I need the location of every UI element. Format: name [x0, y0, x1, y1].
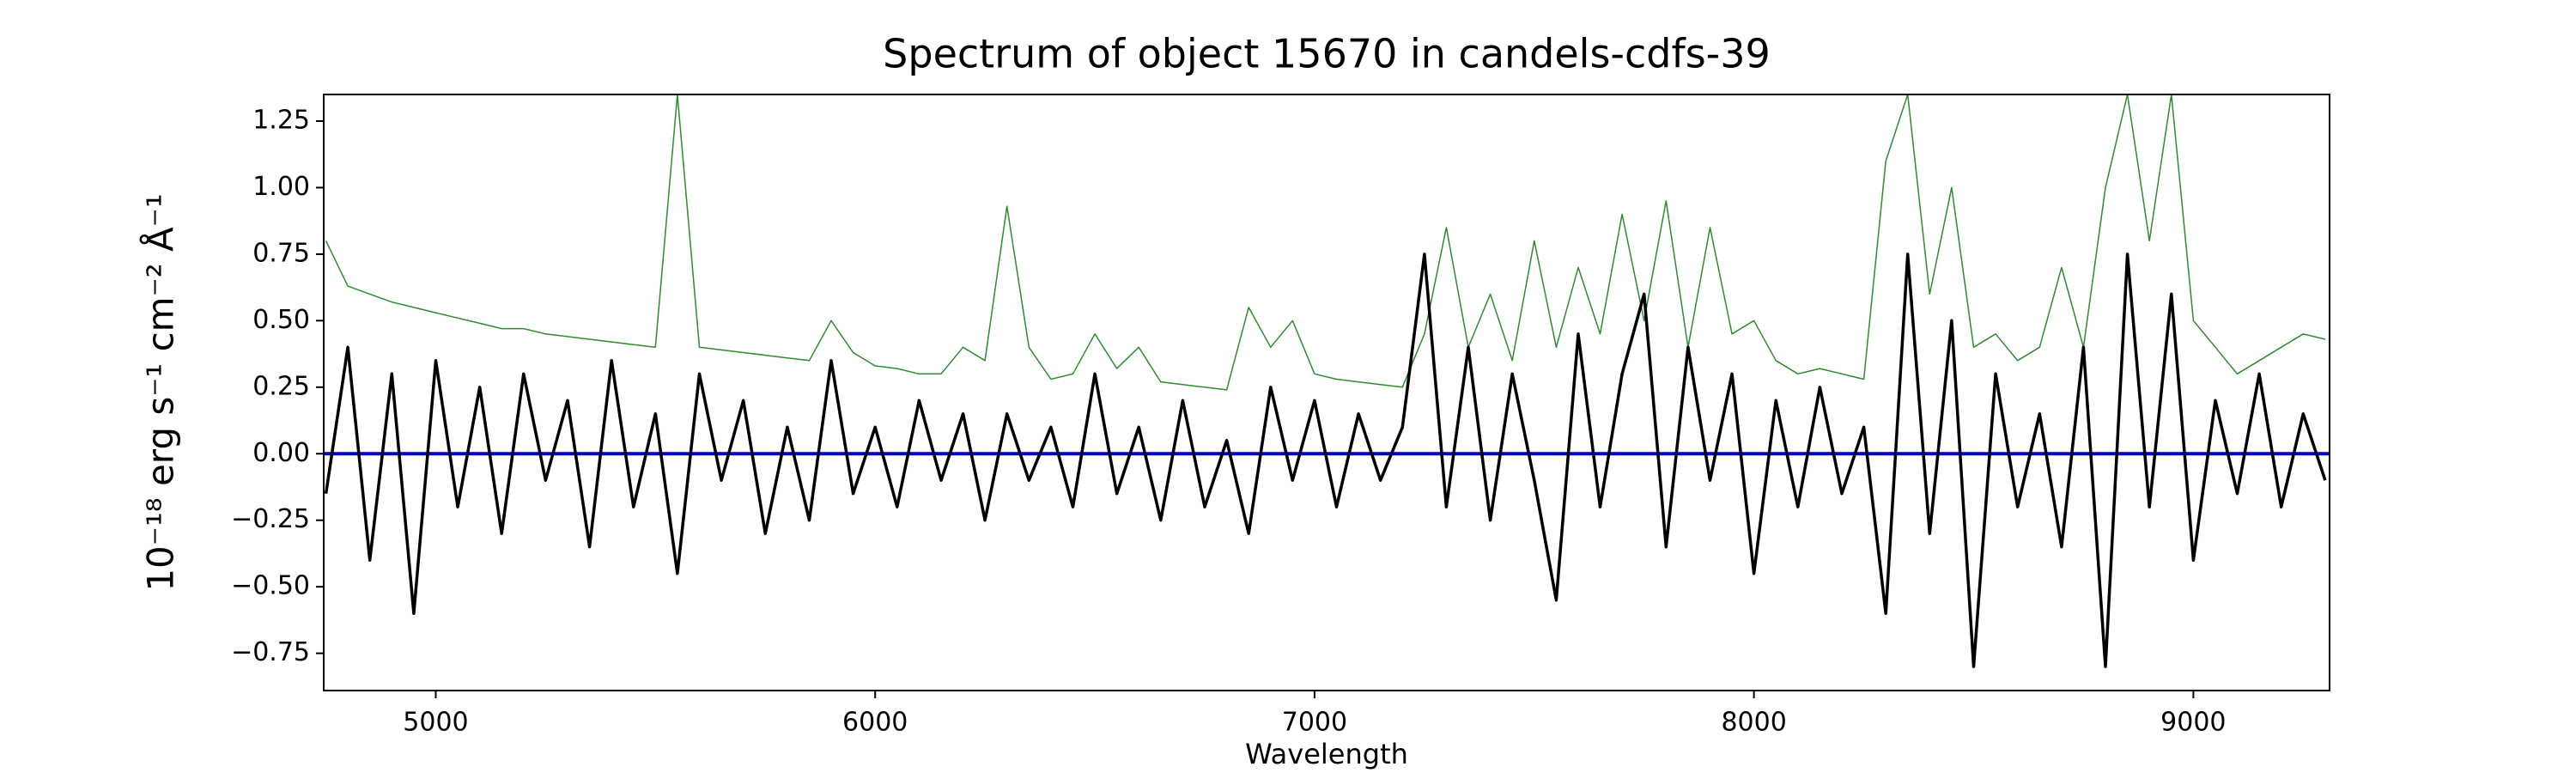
y-tick-label: −0.25 — [231, 504, 310, 534]
plot-area — [324, 94, 2330, 668]
x-tick-label: 7000 — [1282, 708, 1347, 738]
plot-frame — [323, 94, 2330, 691]
spectrum-line — [325, 94, 2326, 391]
y-tick-label: 0.00 — [252, 438, 310, 468]
x-tick-label: 9000 — [2160, 708, 2226, 738]
x-tick-label: 5000 — [403, 708, 468, 738]
y-tick-label: 0.75 — [252, 238, 310, 268]
y-axis-label: 10⁻¹⁸ erg s⁻¹ cm⁻² Å⁻¹ — [139, 193, 182, 591]
spectrum-line — [324, 253, 2327, 668]
x-tick-label: 8000 — [1721, 708, 1786, 738]
y-tick-label: 0.50 — [252, 305, 310, 335]
chart-title: Spectrum of object 15670 in candels-cdfs… — [883, 31, 1771, 77]
y-tick-label: 1.25 — [252, 105, 310, 135]
y-tick-label: 1.00 — [252, 172, 310, 202]
x-axis-label: Wavelength — [1245, 738, 1408, 770]
x-tick-label: 6000 — [842, 708, 908, 738]
y-tick-label: −0.50 — [231, 571, 310, 601]
y-tick-label: 0.25 — [252, 371, 310, 401]
y-tick-label: −0.75 — [231, 637, 310, 667]
